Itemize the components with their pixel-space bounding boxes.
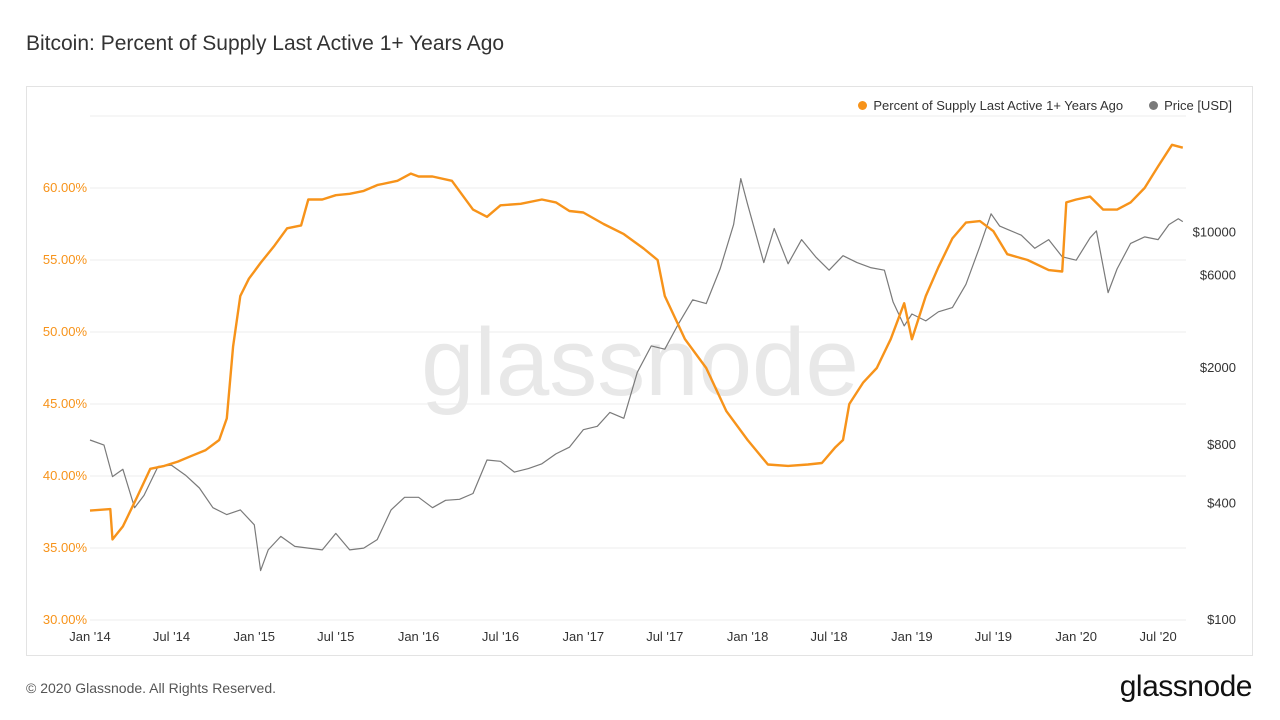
- y-left-tick-label: 50.00%: [43, 324, 88, 339]
- y-left-tick-label: 60.00%: [43, 180, 88, 195]
- x-tick-label: Jul '18: [810, 629, 847, 644]
- legend-dot-icon: [1149, 101, 1159, 110]
- y-left-tick-label: 55.00%: [43, 252, 88, 267]
- x-tick-label: Jul '16: [482, 629, 519, 644]
- x-tick-label: Jan '14: [69, 629, 111, 644]
- y-axis-right: $100 $400 $800 $2000 $6000 $10000: [1193, 225, 1236, 627]
- legend-label-supply: Percent of Supply Last Active 1+ Years A…: [873, 98, 1124, 113]
- x-tick-label: Jan '15: [234, 629, 276, 644]
- y-axis-left: 30.00% 35.00% 40.00% 45.00% 50.00% 55.00% 60.0…: [43, 180, 88, 627]
- y-right-tick-label: $100: [1207, 612, 1236, 627]
- legend-dot-icon: [858, 101, 868, 110]
- x-tick-label: Jan '19: [891, 629, 933, 644]
- y-right-tick-label: $800: [1207, 437, 1236, 452]
- legend: Percent of Supply Last Active 1+ Years A…: [858, 98, 1232, 113]
- y-right-tick-label: $6000: [1200, 268, 1236, 283]
- y-right-tick-label: $400: [1207, 495, 1236, 510]
- x-tick-label: Jan '20: [1055, 629, 1097, 644]
- x-tick-label: Jul '14: [153, 629, 190, 644]
- y-left-tick-label: 40.00%: [43, 468, 88, 483]
- chart-title: Bitcoin: Percent of Supply Last Active 1…: [26, 32, 505, 55]
- x-tick-label: Jul '15: [317, 629, 354, 644]
- y-left-tick-label: 45.00%: [43, 396, 88, 411]
- legend-item-supply[interactable]: Percent of Supply Last Active 1+ Years A…: [858, 98, 1123, 113]
- series-line-supply: [89, 143, 1184, 541]
- grid-lines: [90, 115, 1186, 621]
- x-tick-label: Jan '18: [727, 629, 769, 644]
- y-right-tick-label: $10000: [1193, 225, 1236, 240]
- x-tick-label: Jan '16: [398, 629, 440, 644]
- x-tick-label: Jul '17: [646, 629, 683, 644]
- y-left-tick-label: 35.00%: [43, 540, 88, 555]
- y-right-tick-label: $2000: [1200, 360, 1236, 375]
- brand-logo: glassnode: [1119, 670, 1253, 703]
- watermark: glassnode: [421, 309, 859, 416]
- series-group: [89, 143, 1184, 572]
- x-axis: Jan '14 Jul '14 Jan '15 Jul '15 Jan '16 Jul '…: [69, 629, 1176, 644]
- copyright-footer: © 2020 Glassnode. All Rights Reserved.: [26, 680, 277, 696]
- legend-item-price[interactable]: Price [USD]: [1149, 98, 1232, 113]
- chart-frame: [26, 86, 1253, 656]
- legend-label-price: Price [USD]: [1164, 98, 1232, 113]
- x-tick-label: Jan '17: [563, 629, 605, 644]
- x-tick-label: Jul '19: [975, 629, 1012, 644]
- y-left-tick-label: 30.00%: [43, 612, 88, 627]
- series-line-price: [89, 178, 1184, 572]
- x-tick-label: Jul '20: [1140, 629, 1177, 644]
